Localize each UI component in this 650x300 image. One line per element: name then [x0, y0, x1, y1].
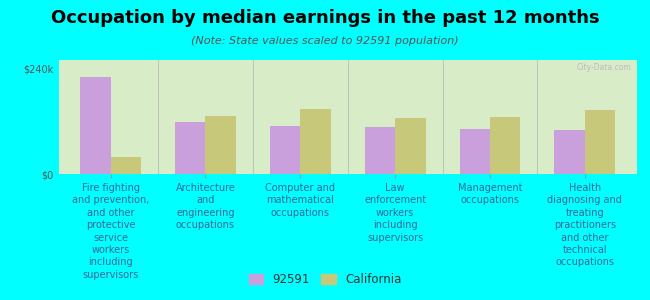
Text: Management
occupations: Management occupations	[458, 183, 522, 206]
Bar	[111, 157, 141, 174]
Bar	[205, 116, 236, 174]
Bar	[300, 109, 331, 174]
Text: Fire fighting
and prevention,
and other
protective
service
workers
including
sup: Fire fighting and prevention, and other …	[72, 183, 150, 280]
Legend: 92591, California: 92591, California	[244, 269, 406, 291]
Bar	[270, 126, 300, 174]
Bar	[554, 130, 585, 174]
Bar	[585, 110, 615, 174]
Bar	[175, 122, 205, 174]
Text: Occupation by median earnings in the past 12 months: Occupation by median earnings in the pas…	[51, 9, 599, 27]
Text: City-Data.com: City-Data.com	[577, 63, 631, 72]
Text: Law
enforcement
workers
including
supervisors: Law enforcement workers including superv…	[364, 183, 426, 243]
Bar	[81, 77, 110, 174]
Text: Health
diagnosing and
treating
practitioners
and other
technical
occupations: Health diagnosing and treating practitio…	[547, 183, 622, 267]
Bar	[365, 127, 395, 174]
Bar	[395, 118, 426, 174]
Text: Architecture
and
engineering
occupations: Architecture and engineering occupations	[176, 183, 235, 230]
Text: Computer and
mathematical
occupations: Computer and mathematical occupations	[265, 183, 335, 218]
Bar	[460, 129, 490, 174]
Text: (Note: State values scaled to 92591 population): (Note: State values scaled to 92591 popu…	[191, 36, 459, 46]
Bar	[490, 117, 521, 174]
